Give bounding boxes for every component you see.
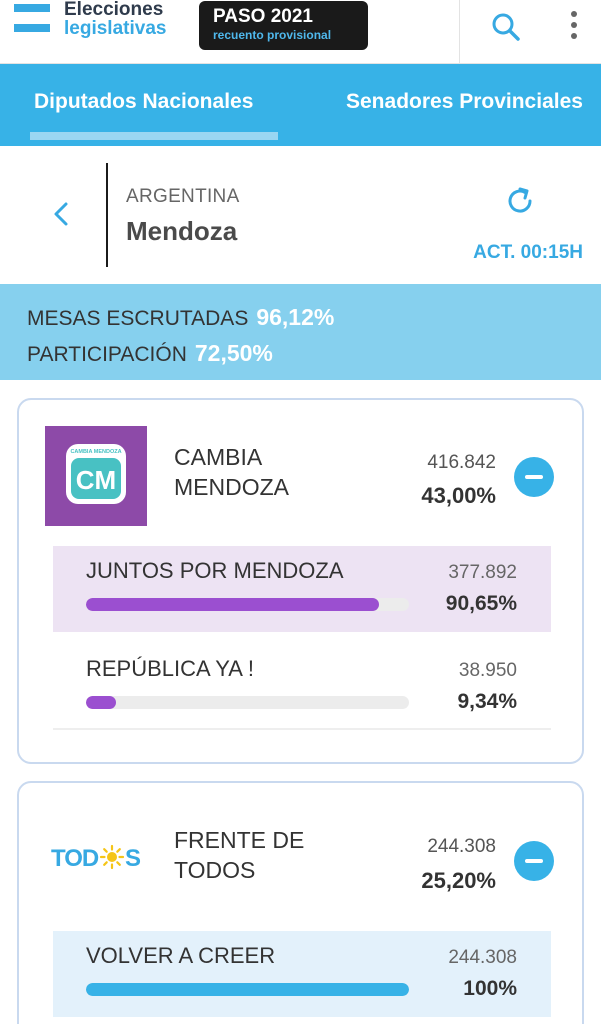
party-percentage: 25,20%	[421, 868, 496, 893]
list-item[interactable]: JUNTOS POR MENDOZA 377.892 90,65%	[53, 546, 551, 632]
progress-track	[86, 598, 409, 611]
cm-logo-subtext: CAMBIA MENDOZA	[70, 449, 121, 455]
logo-line-2: legislativas	[64, 18, 167, 39]
list-votes: 38.950	[458, 660, 517, 681]
argentina-flag-logo-icon	[14, 4, 50, 38]
refresh-icon[interactable]	[503, 184, 537, 218]
location-province: Mendoza	[126, 216, 238, 246]
party-card: TOD S FRENTE DE TODOS 244.308 25,20% VOL…	[17, 781, 584, 1024]
party-votes: 244.308	[427, 836, 496, 857]
svg-text:S: S	[125, 845, 141, 872]
frente-de-todos-logo: TOD S	[49, 837, 145, 877]
mesas-escrutadas-row: MESAS ESCRUTADAS 96,12%	[27, 304, 334, 331]
list-name: JUNTOS POR MENDOZA	[86, 558, 344, 583]
badge-subtitle: recuento provisional	[213, 28, 332, 42]
collapse-minus-icon[interactable]	[514, 457, 554, 497]
participacion-row: PARTICIPACIÓN 72,50%	[27, 340, 273, 367]
header-divider	[459, 0, 460, 64]
tab-senadores-provinciales[interactable]: Senadores Provinciales	[346, 90, 583, 113]
list-name: REPÚBLICA YA !	[86, 656, 254, 681]
badge-title: PASO 2021	[213, 6, 313, 27]
progress-fill	[86, 598, 379, 611]
party-name: FRENTE DE TODOS	[174, 825, 304, 885]
party-name: CAMBIA MENDOZA	[174, 442, 289, 502]
cambia-mendoza-logo: CAMBIA MENDOZA CM	[45, 426, 147, 526]
list-percentage: 90,65%	[445, 592, 517, 615]
last-update-label: ACT. 00:15H	[473, 242, 583, 263]
list-percentage: 100%	[463, 977, 517, 1000]
mesas-value: 96,12%	[256, 304, 335, 330]
list-votes: 244.308	[448, 947, 517, 968]
progress-fill	[86, 696, 117, 709]
cm-logo-text: CM	[76, 465, 116, 495]
svg-text:TOD: TOD	[51, 845, 99, 872]
search-icon[interactable]	[488, 10, 524, 44]
stats-banner: MESAS ESCRUTADAS 96,12% PARTICIPACIÓN 72,5…	[0, 284, 601, 380]
chevron-left-icon[interactable]	[48, 198, 76, 230]
app-logo[interactable]: Elecciones legislativas	[64, 0, 166, 38]
list-divider	[53, 728, 551, 730]
party-card: CAMBIA MENDOZA CM CAMBIA MENDOZA 416.842…	[17, 398, 584, 764]
location-country: ARGENTINA	[126, 186, 240, 207]
party-percentage: 43,00%	[421, 483, 496, 508]
participacion-value: 72,50%	[194, 340, 273, 366]
category-tabs: Diputados Nacionales Senadores Provincia…	[0, 64, 601, 146]
active-tab-indicator	[30, 132, 278, 140]
collapse-minus-icon[interactable]	[514, 841, 554, 881]
top-bar: Elecciones legislativas PASO 2021 recuen…	[0, 0, 601, 64]
participacion-label: PARTICIPACIÓN	[27, 343, 187, 366]
location-header: ARGENTINA Mendoza ACT. 00:15H	[0, 146, 601, 284]
progress-fill	[86, 983, 409, 996]
list-votes: 377.892	[448, 562, 517, 583]
party-name-line-1: FRENTE DE	[174, 827, 305, 853]
list-item[interactable]: REPÚBLICA YA ! 38.950 9,34%	[53, 644, 551, 730]
paso-badge: PASO 2021 recuento provisional	[199, 1, 368, 50]
progress-track	[86, 696, 409, 709]
list-name: VOLVER A CREER	[86, 943, 276, 968]
party-name-line-2: MENDOZA	[174, 474, 289, 500]
party-name-line-1: CAMBIA	[174, 444, 263, 470]
tab-diputados-nacionales[interactable]: Diputados Nacionales	[34, 90, 254, 113]
list-percentage: 9,34%	[457, 690, 517, 713]
location-divider	[106, 163, 108, 267]
party-votes: 416.842	[427, 452, 496, 473]
logo-line-1: Elecciones	[64, 0, 164, 20]
progress-track	[86, 983, 409, 996]
list-item[interactable]: VOLVER A CREER 244.308 100%	[53, 931, 551, 1017]
more-vertical-icon[interactable]	[562, 8, 586, 44]
party-name-line-2: TODOS	[174, 857, 256, 883]
mesas-label: MESAS ESCRUTADAS	[27, 307, 249, 330]
